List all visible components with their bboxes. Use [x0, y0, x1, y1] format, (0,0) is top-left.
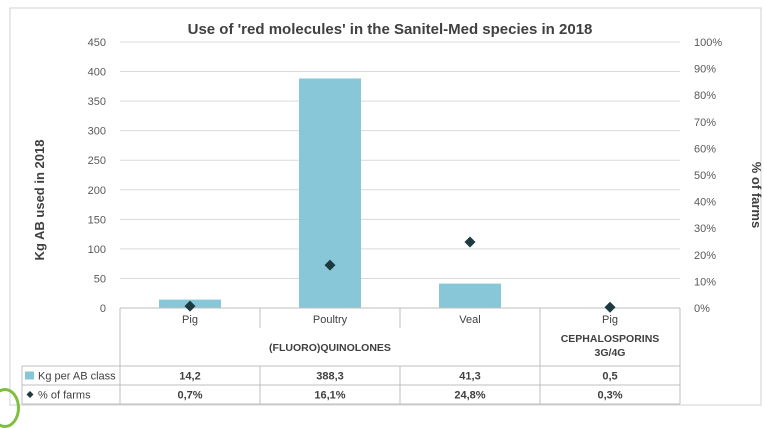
data-label: 16,1%	[314, 390, 345, 402]
legend-label: Kg per AB class	[38, 371, 116, 383]
y2-tick-label: 90%	[694, 64, 716, 76]
x-tick-label: Veal	[459, 314, 480, 326]
data-label: 0,3%	[597, 390, 622, 402]
data-label: 41,3	[459, 371, 480, 383]
y2-tick-label: 60%	[694, 143, 716, 155]
y-tick-label: 200	[88, 185, 106, 197]
y-tick-label: 300	[88, 126, 106, 138]
y-tick-label: 100	[88, 244, 106, 256]
y2-tick-label: 80%	[694, 90, 716, 102]
group-label: (FLUORO)QUINOLONES	[269, 342, 391, 354]
x-tick-label: Pig	[602, 314, 618, 326]
group-label: 3G/4G	[595, 347, 626, 359]
chart: Use of 'red molecules' in the Sanitel-Me…	[0, 0, 764, 413]
group-label: CEPHALOSPORINS	[561, 333, 660, 345]
data-label: 14,2	[179, 371, 200, 383]
y-tick-label: 250	[88, 155, 106, 167]
data-label: 0,5	[602, 371, 617, 383]
x-tick-label: Pig	[182, 314, 198, 326]
y2-tick-label: 30%	[694, 223, 716, 235]
data-label: 0,7%	[177, 390, 202, 402]
y-axis-label: Kg AB used in 2018	[32, 140, 47, 261]
y-tick-label: 350	[88, 96, 106, 108]
x-tick-label: Poultry	[313, 314, 348, 326]
y2-tick-label: 100%	[694, 37, 722, 49]
data-label: 24,8%	[454, 390, 485, 402]
bar	[299, 78, 361, 308]
legend-label: % of farms	[38, 390, 91, 402]
y2-tick-label: 70%	[694, 117, 716, 129]
y-tick-label: 150	[88, 214, 106, 226]
y2-tick-label: 50%	[694, 170, 716, 182]
y-tick-label: 450	[88, 37, 106, 49]
data-label: 388,3	[316, 371, 344, 383]
legend-key	[25, 372, 34, 380]
y2-tick-label: 20%	[694, 250, 716, 262]
y2-tick-label: 10%	[694, 276, 716, 288]
bar	[439, 284, 501, 308]
y-tick-label: 50	[94, 273, 106, 285]
y-tick-label: 400	[88, 67, 106, 79]
chart-title: Use of 'red molecules' in the Sanitel-Me…	[188, 21, 593, 38]
y2-axis-label: % of farms	[749, 162, 764, 228]
y-tick-label: 0	[100, 303, 106, 315]
y2-tick-label: 40%	[694, 197, 716, 209]
chart-svg: Use of 'red molecules' in the Sanitel-Me…	[0, 0, 764, 413]
y2-tick-label: 0%	[694, 303, 710, 315]
